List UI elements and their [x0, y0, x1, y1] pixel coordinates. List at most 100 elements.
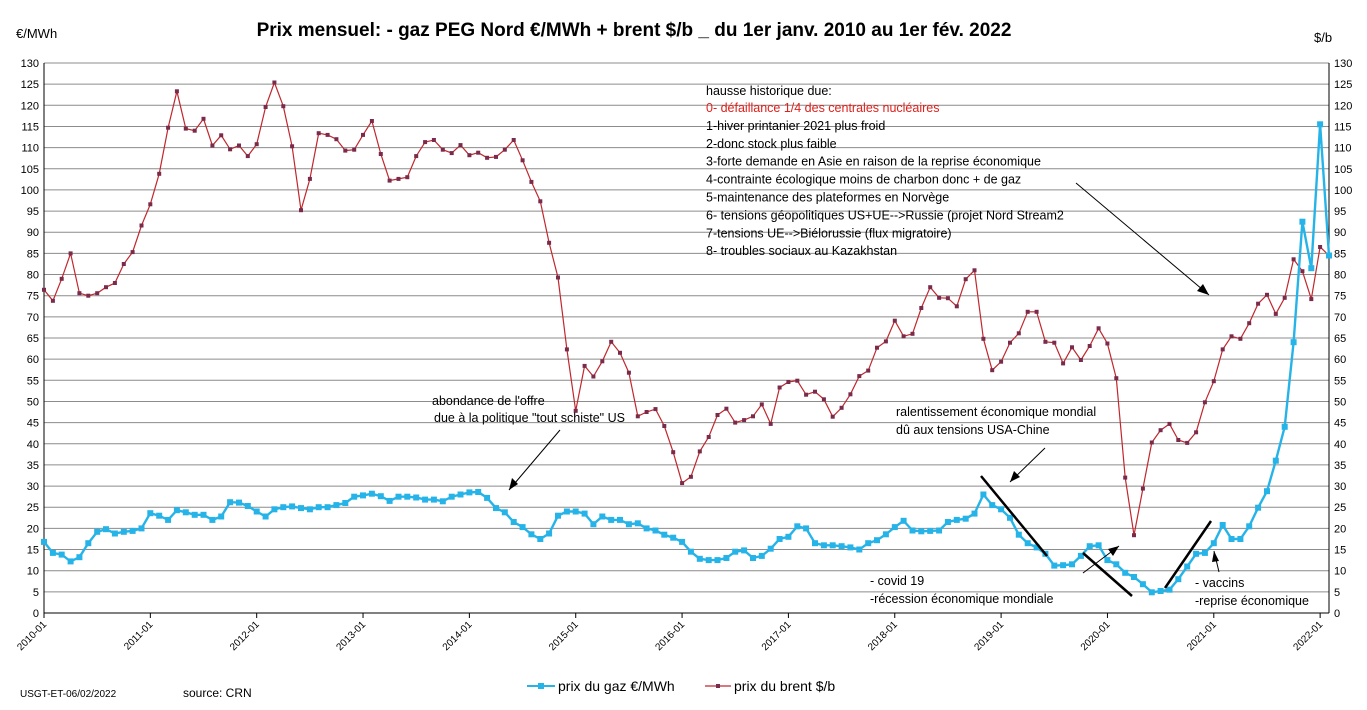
point-brent-137 — [1256, 301, 1261, 306]
point-brent-45 — [440, 147, 445, 152]
point-gas-77 — [723, 555, 730, 561]
y-left-tick-120: 120 — [21, 100, 39, 112]
point-gas-56 — [537, 536, 544, 542]
point-gas-11 — [138, 525, 145, 532]
point-brent-21 — [228, 147, 233, 152]
point-gas-35 — [351, 493, 358, 500]
point-brent-65 — [618, 350, 622, 355]
point-brent-88 — [821, 397, 826, 402]
point-brent-101 — [937, 295, 942, 300]
point-gas-75 — [705, 557, 712, 564]
point-gas-55 — [528, 531, 535, 538]
y-right-tick-80: 80 — [1334, 270, 1346, 282]
point-gas-62 — [590, 521, 597, 528]
point-brent-37 — [369, 119, 374, 123]
point-gas-121 — [1113, 561, 1120, 568]
point-brent-10 — [130, 250, 135, 255]
point-gas-63 — [599, 513, 606, 520]
point-gas-34 — [342, 500, 349, 506]
point-gas-108 — [998, 506, 1005, 513]
hausse-line-2: 2-donc stock plus faible — [706, 137, 837, 151]
point-brent-66 — [626, 370, 631, 375]
y-right-tick-0: 0 — [1334, 608, 1340, 620]
point-gas-5 — [85, 540, 92, 547]
ralentissement-line-1: ralentissement économique mondial — [896, 405, 1096, 419]
point-gas-54 — [519, 524, 526, 531]
point-gas-60 — [572, 508, 579, 515]
point-gas-90 — [838, 543, 845, 550]
y-right-tick-45: 45 — [1334, 418, 1346, 430]
point-brent-133 — [1220, 347, 1225, 352]
y-left-tick-75: 75 — [27, 291, 39, 303]
point-brent-108 — [999, 359, 1004, 364]
point-gas-141 — [1290, 339, 1297, 346]
point-brent-29 — [299, 208, 303, 213]
y-left-unit: €/MWh — [16, 26, 57, 41]
point-brent-75 — [706, 435, 711, 439]
point-brent-67 — [635, 414, 640, 419]
chart-title: Prix mensuel: - gaz PEG Nord €/MWh + bre… — [257, 20, 1012, 41]
point-gas-33 — [333, 502, 340, 509]
hausse-line-6: 6- tensions géopolitiques US+UE-->Russie… — [706, 208, 1064, 222]
point-gas-42 — [413, 494, 420, 501]
point-gas-19 — [209, 516, 216, 523]
y-right-tick-70: 70 — [1334, 312, 1346, 324]
point-gas-91 — [847, 544, 854, 551]
y-left-tick-35: 35 — [27, 460, 39, 472]
point-gas-144 — [1317, 121, 1324, 128]
point-gas-61 — [581, 510, 588, 517]
point-gas-106 — [980, 491, 987, 498]
point-brent-57 — [547, 240, 552, 245]
point-gas-80 — [750, 555, 756, 561]
point-gas-48 — [466, 489, 473, 496]
series-line-brent — [43, 80, 1330, 536]
point-brent-0 — [42, 287, 46, 292]
point-gas-0 — [41, 538, 47, 545]
ralentissement-arrow-head — [1010, 471, 1020, 482]
point-gas-21 — [227, 499, 234, 506]
y-left-tick-105: 105 — [21, 164, 39, 176]
point-brent-9 — [121, 262, 126, 266]
point-brent-24 — [254, 142, 259, 147]
point-gas-94 — [874, 537, 880, 544]
vaccins-arrow-head — [1212, 551, 1219, 562]
point-brent-32 — [325, 132, 330, 137]
point-brent-94 — [875, 345, 879, 350]
point-brent-99 — [919, 306, 924, 310]
point-gas-115 — [1060, 562, 1067, 569]
point-gas-53 — [510, 519, 517, 525]
point-gas-119 — [1095, 542, 1102, 549]
point-gas-58 — [555, 512, 561, 519]
point-brent-128 — [1176, 438, 1181, 442]
point-brent-90 — [839, 405, 844, 410]
point-brent-6 — [95, 291, 100, 296]
point-brent-71 — [671, 450, 676, 455]
point-brent-97 — [901, 334, 906, 339]
point-brent-22 — [237, 143, 241, 148]
point-brent-5 — [86, 293, 91, 298]
point-gas-134 — [1228, 536, 1235, 542]
point-gas-142 — [1299, 218, 1306, 225]
y-left-tick-50: 50 — [27, 396, 39, 408]
y-left-tick-70: 70 — [27, 312, 39, 324]
point-brent-119 — [1096, 326, 1101, 331]
grid-lines — [43, 62, 1330, 614]
point-brent-125 — [1149, 440, 1154, 445]
y-left-tick-labels: 0 5 10 15 20 25 30 35 40 45 50 55 60 65 70 75 80 85 90 95 10… — [21, 58, 39, 620]
point-brent-113 — [1043, 339, 1048, 344]
point-gas-7 — [103, 526, 109, 533]
point-brent-138 — [1265, 292, 1269, 297]
point-gas-78 — [732, 548, 739, 555]
point-brent-34 — [343, 148, 348, 153]
point-brent-115 — [1061, 361, 1066, 366]
point-brent-46 — [449, 151, 454, 156]
point-gas-124 — [1139, 581, 1146, 588]
ralentissement-line-2: dû aux tensions USA-Chine — [896, 423, 1050, 437]
point-brent-130 — [1194, 430, 1199, 435]
point-brent-112 — [1034, 309, 1039, 314]
y-right-tick-65: 65 — [1334, 333, 1346, 345]
point-gas-67 — [634, 520, 641, 527]
point-gas-24 — [253, 508, 260, 515]
point-brent-102 — [945, 296, 950, 301]
point-gas-97 — [900, 517, 907, 524]
